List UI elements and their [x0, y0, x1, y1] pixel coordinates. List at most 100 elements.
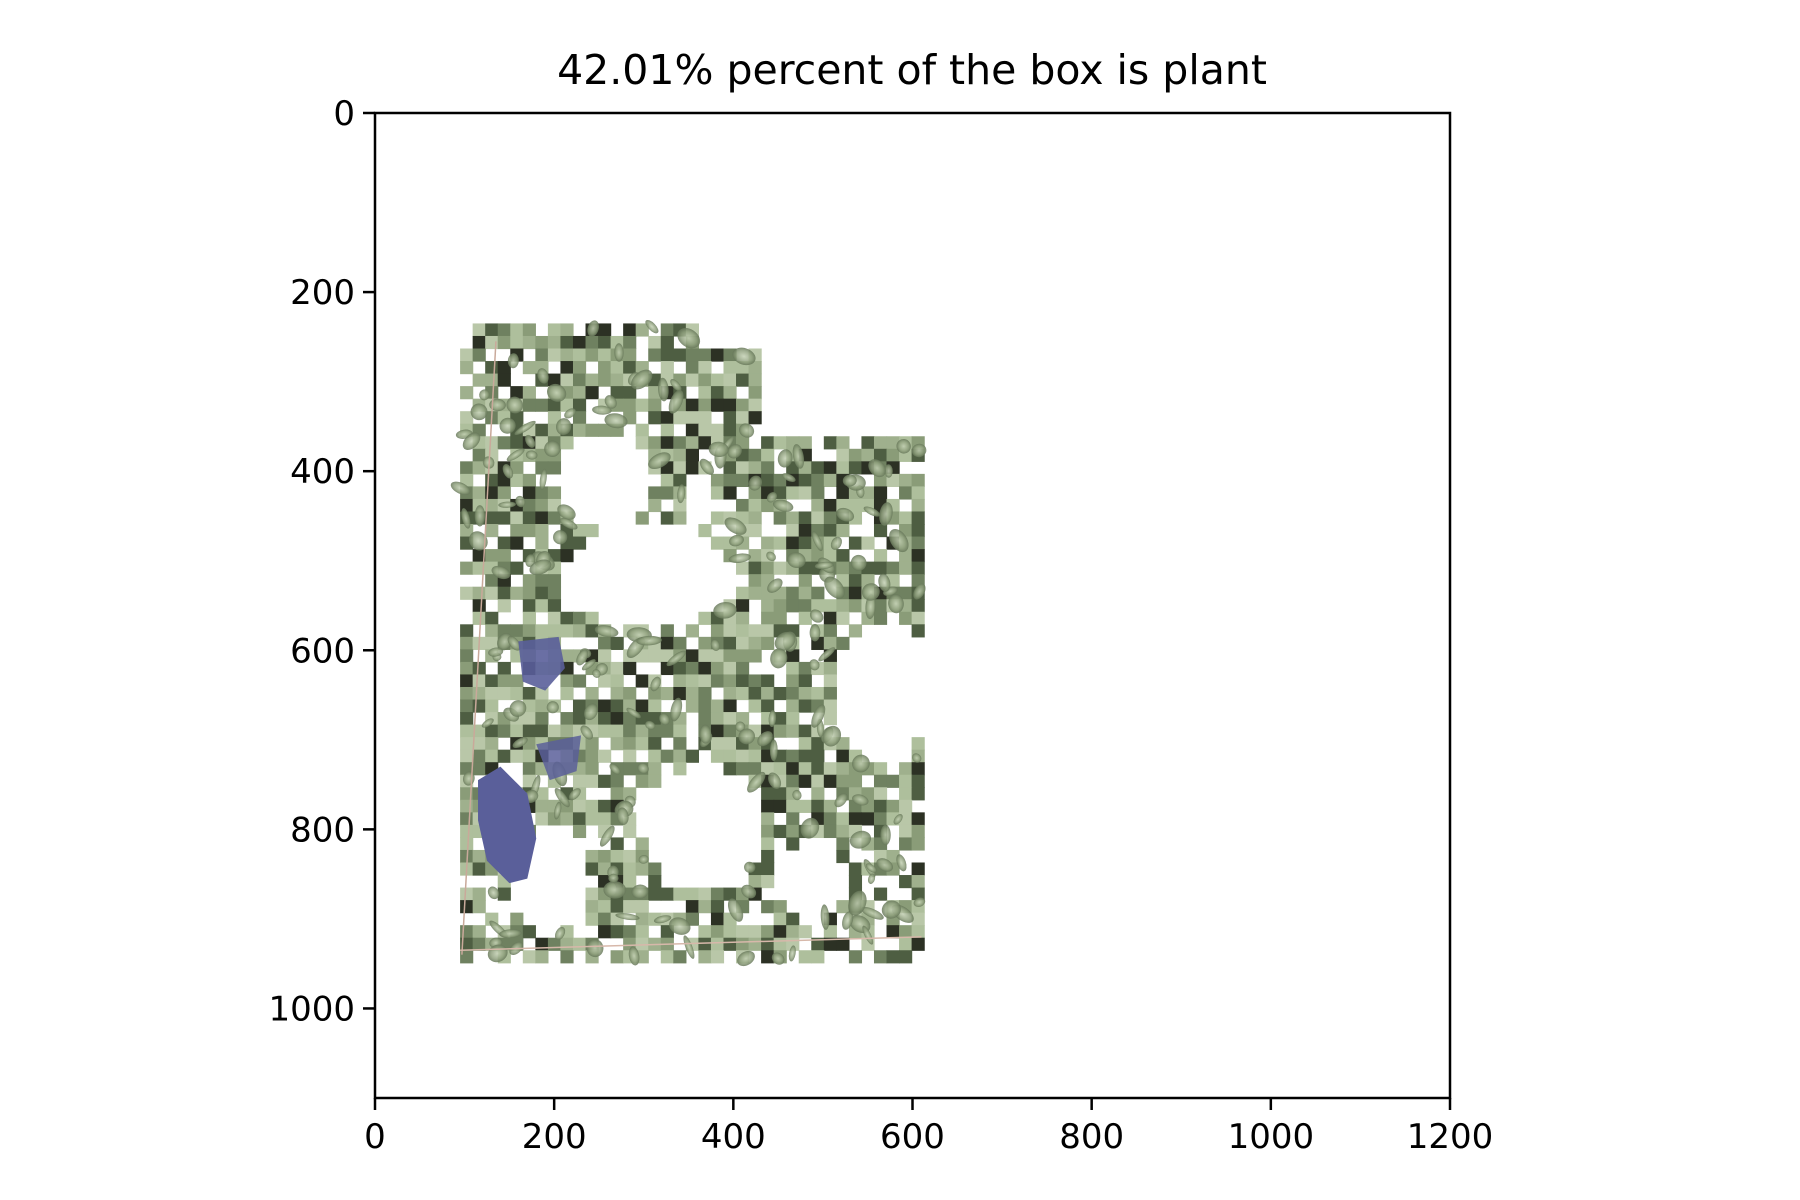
- x-tick-label: 200: [522, 1117, 587, 1157]
- plant-pixel: [710, 423, 725, 437]
- plant-pixel: [761, 599, 775, 613]
- plant-pixel: [510, 586, 524, 600]
- plant-pixel: [585, 812, 599, 826]
- plant-pixel: [472, 486, 486, 500]
- plant-pixel: [560, 335, 574, 350]
- plant-pixel: [485, 524, 499, 538]
- plant-pixel: [623, 900, 637, 914]
- leaf-cluster: [491, 565, 511, 580]
- leaf-cluster: [668, 389, 684, 414]
- leaf-cluster: [546, 701, 559, 714]
- plant-pixel: [660, 636, 674, 650]
- plant-pixel: [635, 925, 649, 939]
- plant-pixel: [660, 749, 674, 763]
- plant-pixel: [572, 386, 587, 400]
- plant-pixel: [572, 423, 587, 437]
- plant-pixel: [748, 498, 762, 513]
- plant-pixel: [786, 486, 800, 500]
- leaf-cluster: [811, 531, 823, 552]
- plant-pixel: [598, 849, 612, 864]
- plant-pixel: [472, 661, 486, 676]
- plant-pixel: [510, 386, 524, 400]
- plant-pixel: [873, 611, 888, 625]
- plant-pixel: [522, 524, 536, 538]
- plant-pixel: [460, 461, 474, 475]
- plant-pixel: [485, 636, 499, 650]
- plant-pixel: [798, 661, 812, 676]
- plant-pixel: [911, 937, 925, 951]
- plant-pixel: [798, 611, 812, 625]
- plant-pixel: [736, 762, 750, 776]
- plant-pixel: [736, 398, 750, 412]
- tarp-patch: [478, 766, 537, 884]
- tarp-patch: [536, 735, 582, 781]
- plant-pixel: [761, 699, 775, 713]
- plant-pixel: [736, 624, 750, 638]
- plant-pixel: [736, 498, 750, 513]
- plant-pixel: [773, 611, 787, 625]
- leaf-cluster: [636, 635, 662, 646]
- plant-pixel: [710, 386, 725, 400]
- plant-pixel: [497, 586, 511, 600]
- plant-pixel: [685, 900, 699, 914]
- plant-pixel: [710, 486, 725, 500]
- plant-pixel: [460, 686, 474, 701]
- plant-pixel: [899, 875, 913, 889]
- leaf-cluster: [792, 789, 802, 801]
- plant-pixel: [460, 649, 474, 663]
- plant-pixel: [761, 875, 775, 889]
- plant-pixel: [836, 937, 850, 951]
- plant-pixel: [610, 661, 624, 676]
- y-tick-label: 600: [290, 631, 355, 671]
- plant-pixel: [660, 724, 674, 738]
- plant-pixel: [773, 712, 787, 726]
- plant-pixel: [485, 686, 499, 701]
- leaf-cluster: [777, 449, 793, 468]
- leaf-cluster: [888, 593, 904, 614]
- leaf-cluster: [539, 468, 547, 490]
- plant-pixel: [472, 937, 486, 951]
- leaf-cluster: [809, 659, 820, 671]
- plant-pixel: [873, 787, 888, 801]
- y-axis: 0 200 400 600 800 1000: [268, 94, 375, 1029]
- leaf-cluster: [584, 703, 598, 721]
- plant-pixel: [648, 436, 662, 450]
- plant-pixel: [522, 624, 536, 638]
- leaf-cluster: [502, 464, 514, 479]
- plant-pixel: [811, 762, 825, 776]
- plant-pixel: [635, 724, 649, 738]
- plant-pixel: [823, 473, 837, 488]
- plant-pixel: [585, 912, 599, 926]
- plant-pixel: [899, 925, 913, 939]
- plant-pixel: [510, 686, 524, 701]
- plant-pixel: [786, 536, 800, 550]
- leaf-cluster: [512, 737, 528, 749]
- plant-pixel: [723, 674, 737, 688]
- leaf-cluster: [498, 501, 516, 508]
- leaf-cluster: [609, 763, 621, 775]
- leaf-cluster: [499, 417, 516, 434]
- plant-pixel: [786, 699, 800, 713]
- plant-pixel: [610, 737, 624, 751]
- plant-pixel: [497, 323, 511, 337]
- plant-pixel: [710, 950, 725, 964]
- plant-pixel: [736, 661, 750, 676]
- plant-pixel: [761, 862, 775, 876]
- plant-pixel: [547, 373, 562, 387]
- plant-pixel: [748, 524, 762, 538]
- plant-pixel: [635, 737, 649, 751]
- plant-pixel: [497, 373, 511, 387]
- plant-pixel: [710, 887, 725, 901]
- leaf-cluster: [559, 517, 578, 530]
- plant-pixel: [660, 686, 674, 701]
- plant-pixel: [685, 649, 699, 663]
- leaf-cluster: [554, 788, 570, 808]
- plant-pixel: [798, 511, 812, 525]
- leaf-cluster: [677, 328, 701, 349]
- plant-pixel: [510, 461, 524, 475]
- leaf-cluster: [586, 939, 604, 958]
- plant-pixel: [635, 900, 649, 914]
- plant-pixel: [485, 486, 499, 500]
- plant-pixel: [899, 950, 913, 964]
